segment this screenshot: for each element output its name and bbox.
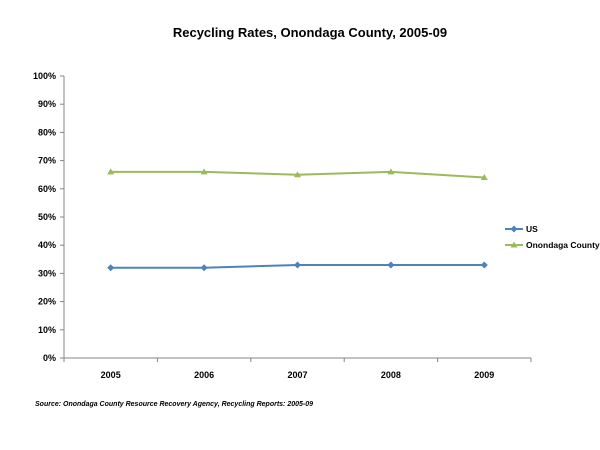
series-group [107,168,488,272]
series-us [107,261,488,272]
data-point-us [480,261,488,269]
legend-marker [510,241,518,248]
source-note: Source: Onondaga County Resource Recover… [35,401,313,408]
x-tick-label: 2008 [381,370,401,380]
chart-title: Recycling Rates, Onondaga County, 2005-0… [173,25,447,40]
y-tick-label: 0% [43,353,56,363]
data-point-us [387,261,395,269]
y-tick-label: 80% [38,127,56,137]
x-axis-ticks: 2005 2006 2007 2008 2009 [63,358,532,380]
y-axis-ticks: 0% 10% 20% 30% 40% 50% 60% 70% 80% 90% 100% [33,71,64,363]
legend-marker [510,225,518,233]
y-tick-label: 10% [38,325,56,335]
y-tick-label: 70% [38,156,56,166]
data-point-onondaga-county [387,168,395,175]
data-point-onondaga-county [480,174,488,181]
y-tick-label: 100% [33,71,56,81]
legend-item-us: US [505,224,538,234]
y-tick-label: 20% [38,297,56,307]
x-tick-label: 2009 [474,370,494,380]
x-tick-label: 2006 [194,370,214,380]
x-tick-label: 2005 [101,370,121,380]
data-point-onondaga-county [294,171,301,178]
series-onondaga-county [107,168,488,181]
data-point-us [107,264,115,272]
legend-label: US [526,224,538,234]
data-point-onondaga-county [107,168,115,175]
data-point-us [200,264,208,272]
legend-label: Onondaga County [526,240,600,250]
axes [63,76,531,359]
legend: US Onondaga County [505,224,600,250]
y-tick-label: 90% [38,99,56,109]
legend-item-onondaga-county: Onondaga County [505,240,600,250]
y-tick-label: 50% [38,212,56,222]
y-tick-label: 30% [38,268,56,278]
x-tick-label: 2007 [287,370,307,380]
y-tick-label: 60% [38,184,56,194]
data-point-onondaga-county [200,168,208,175]
y-tick-label: 40% [38,240,56,250]
data-point-us [294,261,301,269]
